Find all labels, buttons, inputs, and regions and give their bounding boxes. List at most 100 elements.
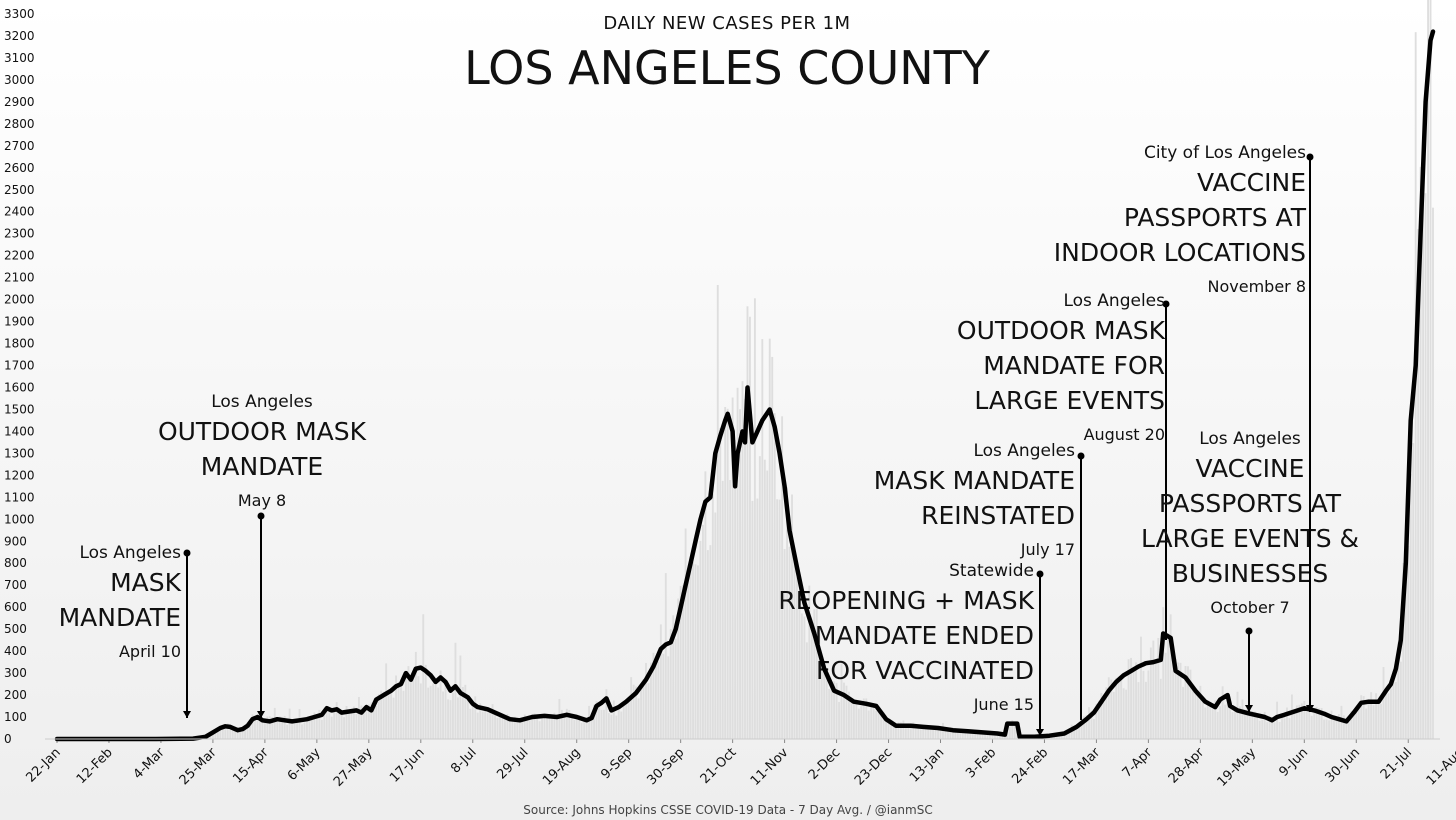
daily-bar: [907, 723, 910, 739]
daily-bar: [454, 642, 457, 739]
daily-bar: [647, 683, 650, 739]
daily-bar: [679, 585, 682, 739]
daily-bar: [432, 683, 435, 739]
daily-bar: [1424, 193, 1427, 740]
daily-bar: [306, 721, 308, 739]
daily-bar: [1367, 699, 1370, 739]
daily-bar: [367, 704, 370, 739]
daily-bar: [286, 724, 289, 739]
daily-bar: [1352, 714, 1355, 739]
daily-bar: [805, 642, 808, 739]
daily-bar: [246, 722, 249, 739]
daily-bar: [1258, 720, 1261, 739]
daily-bar: [1174, 658, 1177, 739]
daily-bar: [320, 719, 323, 739]
daily-bar: [390, 687, 393, 739]
daily-bar: [506, 713, 509, 739]
daily-bar: [575, 715, 578, 739]
daily-bar: [1065, 733, 1068, 739]
annotation-headline: MANDATE: [201, 452, 323, 481]
daily-bar: [1172, 646, 1175, 739]
daily-bar: [338, 711, 341, 739]
daily-bar: [1251, 710, 1254, 739]
daily-bar: [813, 609, 816, 739]
daily-bar: [1365, 708, 1368, 739]
annotation-dot: [183, 549, 191, 557]
daily-bar: [1008, 726, 1011, 739]
daily-bar: [828, 689, 831, 739]
y-tick-label: 3200: [4, 29, 35, 43]
daily-bar: [1300, 703, 1303, 739]
annotation-date: July 17: [1020, 540, 1075, 559]
daily-bar: [729, 479, 732, 739]
daily-bar: [456, 697, 459, 739]
daily-bar: [808, 585, 811, 739]
daily-bar: [427, 687, 430, 739]
daily-bar: [862, 698, 865, 739]
daily-bar: [739, 409, 741, 739]
daily-bar: [994, 732, 996, 739]
daily-bar: [239, 730, 242, 739]
y-tick-label: 400: [4, 644, 27, 658]
daily-bar: [803, 616, 806, 739]
daily-bar: [949, 727, 952, 739]
daily-bar: [843, 682, 845, 739]
daily-bar: [899, 722, 902, 739]
annotation-headline: PASSPORTS AT: [1159, 489, 1342, 518]
daily-bar: [1140, 636, 1142, 739]
daily-bar: [1266, 722, 1269, 739]
daily-bar: [489, 709, 492, 739]
daily-bar: [595, 701, 598, 739]
daily-bar: [788, 546, 791, 739]
daily-bar: [1360, 695, 1363, 739]
daily-bar: [924, 725, 927, 739]
daily-bar: [1206, 700, 1209, 739]
y-tick-label: 1400: [4, 424, 35, 438]
daily-bar: [721, 480, 724, 739]
daily-bar: [266, 716, 269, 739]
y-tick-label: 100: [4, 710, 27, 724]
y-tick-label: 2800: [4, 117, 35, 131]
daily-bar: [1409, 473, 1412, 739]
daily-bar: [256, 714, 259, 739]
daily-bar: [281, 719, 284, 739]
daily-bar: [434, 679, 437, 739]
daily-bar: [736, 387, 739, 739]
daily-bar: [236, 732, 239, 739]
daily-bar: [546, 717, 548, 739]
daily-bar: [600, 709, 603, 739]
daily-bar: [447, 699, 449, 739]
daily-bar: [1219, 706, 1222, 739]
daily-bar: [452, 692, 454, 739]
daily-bar: [917, 727, 920, 739]
daily-bar: [1216, 711, 1219, 739]
daily-bar: [1229, 708, 1232, 739]
daily-bar: [1196, 692, 1199, 739]
daily-bar: [694, 564, 697, 739]
daily-bar: [219, 728, 222, 739]
daily-bar: [1162, 607, 1165, 739]
y-tick-label: 300: [4, 666, 27, 680]
daily-bar: [459, 655, 462, 739]
daily-bar: [583, 720, 586, 739]
daily-bar: [654, 663, 657, 739]
daily-bar: [731, 397, 734, 739]
daily-bar: [892, 726, 895, 739]
daily-bar: [1154, 660, 1157, 739]
annotation-date: April 10: [119, 642, 181, 661]
y-tick-label: 1300: [4, 446, 35, 460]
daily-bar: [669, 629, 672, 739]
daily-bar: [622, 703, 625, 739]
daily-bar: [964, 731, 967, 739]
daily-bar: [533, 713, 536, 739]
annotation-la-mask: Los Angeles MASK MANDATE April 10: [59, 543, 191, 718]
daily-bar: [610, 714, 613, 739]
daily-bar: [283, 715, 286, 739]
daily-bar: [303, 722, 306, 739]
daily-bar: [548, 715, 551, 739]
annotation-dot: [1306, 153, 1314, 161]
daily-bar: [1132, 669, 1135, 739]
daily-bar: [1357, 706, 1360, 739]
annotation-kicker: Los Angeles: [973, 441, 1075, 461]
daily-bar: [523, 714, 526, 739]
